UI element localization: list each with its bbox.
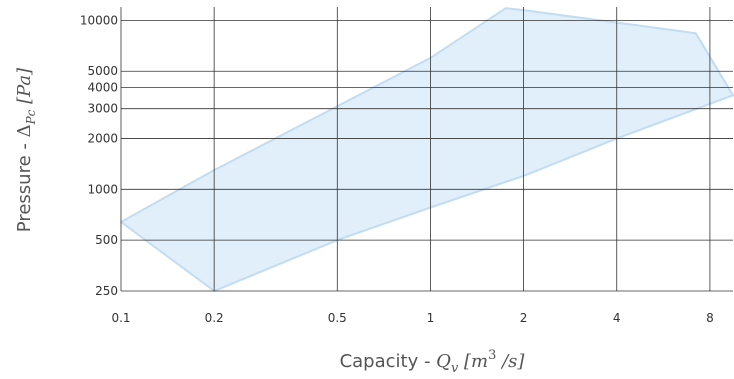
y-axis-label: Pressure - ΔPc [Pa] bbox=[14, 67, 38, 232]
plot-area: 0.1 0.2 0.5 1 2 4 8 250 500 1000 2000 3000 4000 5000… bbox=[80, 7, 734, 325]
x-tick-label: 8 bbox=[706, 311, 714, 325]
x-axis-label-unit-open: [m bbox=[458, 351, 488, 372]
y-tick-label: 500 bbox=[95, 233, 118, 247]
operating-region bbox=[120, 7, 734, 292]
x-axis-label-sub: v bbox=[451, 361, 459, 376]
y-tick-label: 3000 bbox=[87, 102, 118, 116]
x-tick-label: 0.1 bbox=[111, 311, 130, 325]
x-axis-label-unit-sup: 3 bbox=[488, 348, 496, 363]
y-tick-label: 250 bbox=[95, 284, 118, 298]
x-axis-label: Capacity - Qv [m3 /s] bbox=[340, 348, 526, 376]
x-axis-label-prefix: Capacity - bbox=[340, 351, 437, 372]
y-axis-label-var: Δ bbox=[14, 124, 35, 137]
y-tick-label: 10000 bbox=[80, 13, 118, 27]
y-axis-label-unit: [Pa] bbox=[14, 67, 35, 110]
x-tick-label: 2 bbox=[520, 311, 528, 325]
x-tick-label: 0.5 bbox=[328, 311, 347, 325]
y-tick-labels: 250 500 1000 2000 3000 4000 5000 10000 bbox=[80, 13, 118, 298]
y-tick-label: 2000 bbox=[87, 131, 118, 145]
x-tick-labels: 0.1 0.2 0.5 1 2 4 8 bbox=[111, 311, 713, 325]
x-tick-label: 1 bbox=[427, 311, 435, 325]
y-axis-label-prefix: Pressure - bbox=[14, 137, 35, 232]
y-tick-label: 5000 bbox=[87, 64, 118, 78]
grid-lines bbox=[120, 7, 733, 292]
x-axis-label-var: Q bbox=[436, 351, 451, 372]
x-tick-label: 4 bbox=[613, 311, 621, 325]
y-tick-label: 1000 bbox=[87, 182, 118, 196]
y-tick-label: 4000 bbox=[87, 81, 118, 95]
x-axis-label-unit-close: /s] bbox=[496, 351, 525, 372]
x-tick-label: 0.2 bbox=[205, 311, 224, 325]
y-axis-label-sub: Pc bbox=[24, 109, 38, 125]
